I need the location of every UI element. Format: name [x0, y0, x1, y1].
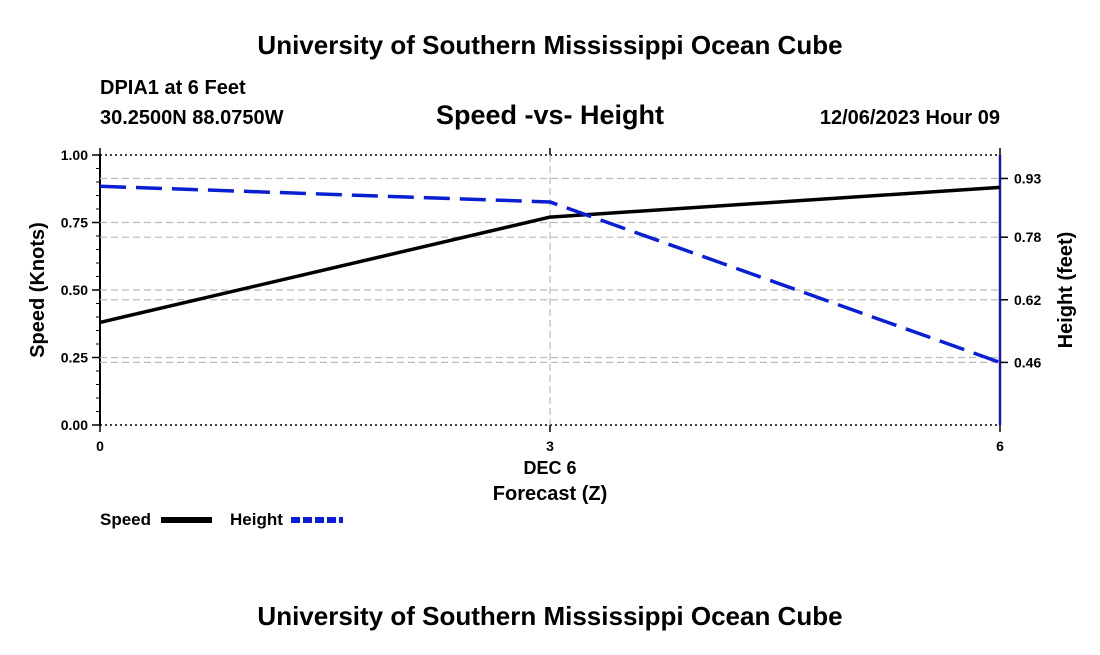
left-tick-label: 1.00 — [61, 147, 88, 163]
right-tick-label: 0.93 — [1014, 170, 1041, 186]
x-tick-label: 3 — [546, 438, 554, 454]
left-axis-ticks: 0.00 0.25 0.50 0.75 1.00 — [61, 147, 100, 433]
footer-title: University of Southern Mississippi Ocean… — [257, 601, 842, 631]
legend: Speed Height — [100, 510, 343, 529]
series-layer — [99, 184, 1001, 365]
series-line-speed — [99, 185, 1001, 325]
chart-title: Speed -vs- Height — [436, 100, 664, 130]
legend-label-height: Height — [230, 510, 283, 529]
x-axis-label: Forecast (Z) — [493, 483, 607, 505]
x-tick-label: 6 — [996, 438, 1004, 454]
right-tick-label: 0.46 — [1014, 354, 1041, 370]
page-title: University of Southern Mississippi Ocean… — [257, 30, 842, 60]
forecast-datetime: 12/06/2023 Hour 09 — [820, 107, 1000, 129]
left-tick-label: 0.50 — [61, 282, 88, 298]
right-axis-ticks: 0.46 0.62 0.78 0.93 — [1000, 170, 1041, 370]
x-axis-date-label: DEC 6 — [523, 458, 576, 478]
left-tick-label: 0.75 — [61, 215, 88, 231]
left-tick-label: 0.00 — [61, 417, 88, 433]
right-tick-label: 0.62 — [1014, 292, 1041, 308]
series-line-height — [99, 184, 1001, 365]
station-coords: 30.2500N 88.0750W — [100, 107, 284, 129]
right-tick-label: 0.78 — [1014, 229, 1041, 245]
left-tick-label: 0.25 — [61, 350, 88, 366]
y-axis-label-left: Speed (Knots) — [27, 222, 49, 358]
grid-layer — [100, 155, 1000, 425]
station-label: DPIA1 at 6 Feet — [100, 77, 246, 99]
legend-label-speed: Speed — [100, 510, 151, 529]
x-tick-label: 0 — [96, 438, 104, 454]
y-axis-label-right: Height (feet) — [1055, 232, 1077, 349]
x-axis-ticks: 0 3 6 — [96, 148, 1004, 454]
